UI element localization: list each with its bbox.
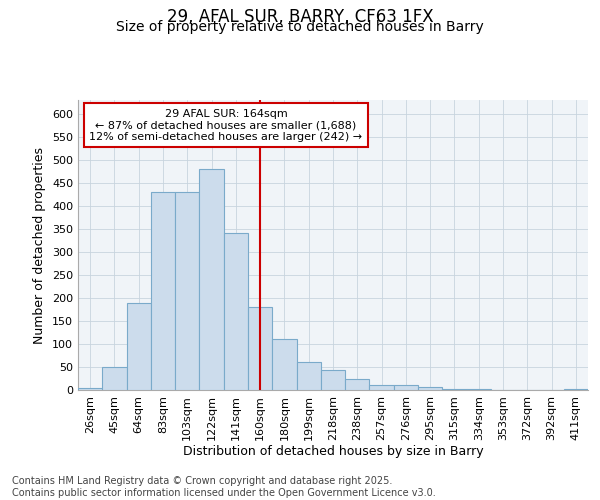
Bar [151,192,175,390]
Y-axis label: Number of detached properties: Number of detached properties [34,146,46,344]
Text: 29 AFAL SUR: 164sqm
← 87% of detached houses are smaller (1,688)
12% of semi-det: 29 AFAL SUR: 164sqm ← 87% of detached ho… [89,108,362,142]
X-axis label: Distribution of detached houses by size in Barry: Distribution of detached houses by size … [182,446,484,458]
Bar [394,386,418,390]
Bar [102,367,127,390]
Bar [78,388,102,390]
Bar [175,192,199,390]
Bar [296,362,321,390]
Text: 29, AFAL SUR, BARRY, CF63 1FX: 29, AFAL SUR, BARRY, CF63 1FX [167,8,433,26]
Bar [224,234,248,390]
Bar [564,389,588,390]
Bar [418,387,442,390]
Bar [370,386,394,390]
Bar [442,389,467,390]
Text: Size of property relative to detached houses in Barry: Size of property relative to detached ho… [116,20,484,34]
Bar [127,302,151,390]
Bar [248,307,272,390]
Bar [321,370,345,390]
Bar [467,389,491,390]
Text: Contains HM Land Registry data © Crown copyright and database right 2025.
Contai: Contains HM Land Registry data © Crown c… [12,476,436,498]
Bar [272,340,296,390]
Bar [199,169,224,390]
Bar [345,380,370,390]
